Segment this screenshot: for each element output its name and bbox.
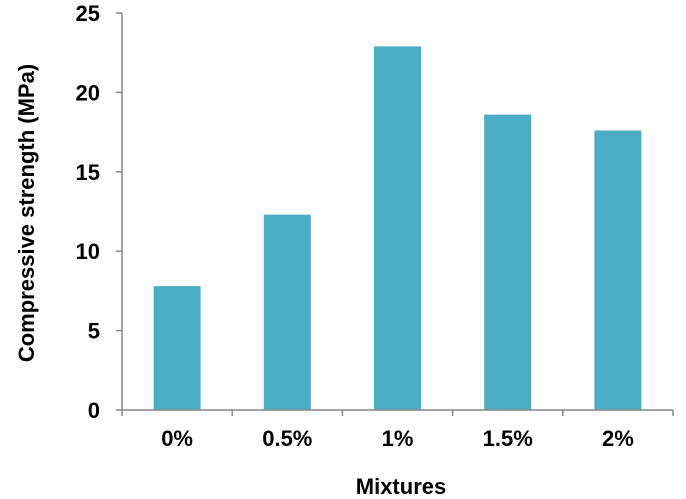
y-tick-label: 5 bbox=[88, 319, 100, 344]
y-tick-label: 10 bbox=[76, 239, 100, 264]
y-ticks-group: 0 5 10 15 20 25 bbox=[76, 1, 122, 423]
y-tick-label: 25 bbox=[76, 1, 100, 26]
x-tick-label: 1.5% bbox=[483, 426, 533, 451]
axes-group bbox=[121, 13, 673, 411]
y-tick-label: 15 bbox=[76, 160, 100, 185]
y-tick-label: 20 bbox=[76, 80, 100, 105]
x-tick-label: 0.5% bbox=[262, 426, 312, 451]
y-tick-label: 0 bbox=[88, 398, 100, 423]
x-tick-label: 1% bbox=[382, 426, 414, 451]
y-axis-title: Compressive strength (MPa) bbox=[14, 64, 39, 362]
bar-1pct bbox=[374, 46, 421, 411]
bar-1-5pct bbox=[484, 114, 532, 411]
bar-0pct bbox=[153, 286, 201, 410]
x-axis-title: Mixtures bbox=[356, 474, 446, 499]
x-tick-label: 2% bbox=[602, 426, 634, 451]
x-tick-label: 0% bbox=[161, 426, 193, 451]
x-ticks-group: 0% 0.5% 1% 1.5% 2% bbox=[121, 410, 674, 451]
bar-2pct bbox=[594, 130, 642, 410]
bars-group bbox=[153, 46, 642, 411]
bar-0-5pct bbox=[263, 214, 311, 410]
